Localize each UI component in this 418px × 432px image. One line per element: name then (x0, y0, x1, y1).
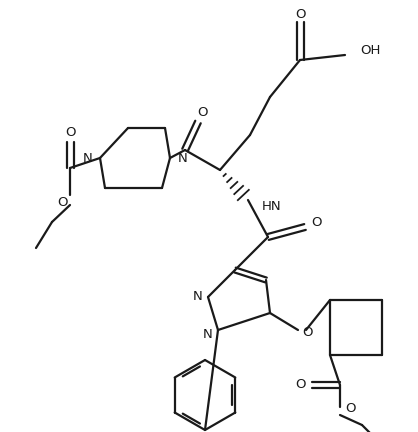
Text: O: O (345, 403, 355, 416)
Text: N: N (203, 328, 213, 342)
Text: O: O (295, 378, 305, 391)
Text: N: N (193, 290, 203, 304)
Text: HN: HN (262, 200, 282, 213)
Text: O: O (295, 7, 305, 20)
Text: O: O (58, 197, 68, 210)
Text: O: O (197, 105, 207, 118)
Text: O: O (302, 325, 313, 339)
Text: N: N (82, 152, 92, 165)
Text: O: O (65, 127, 75, 140)
Text: OH: OH (360, 44, 380, 57)
Text: O: O (311, 216, 321, 229)
Text: N: N (178, 152, 188, 165)
